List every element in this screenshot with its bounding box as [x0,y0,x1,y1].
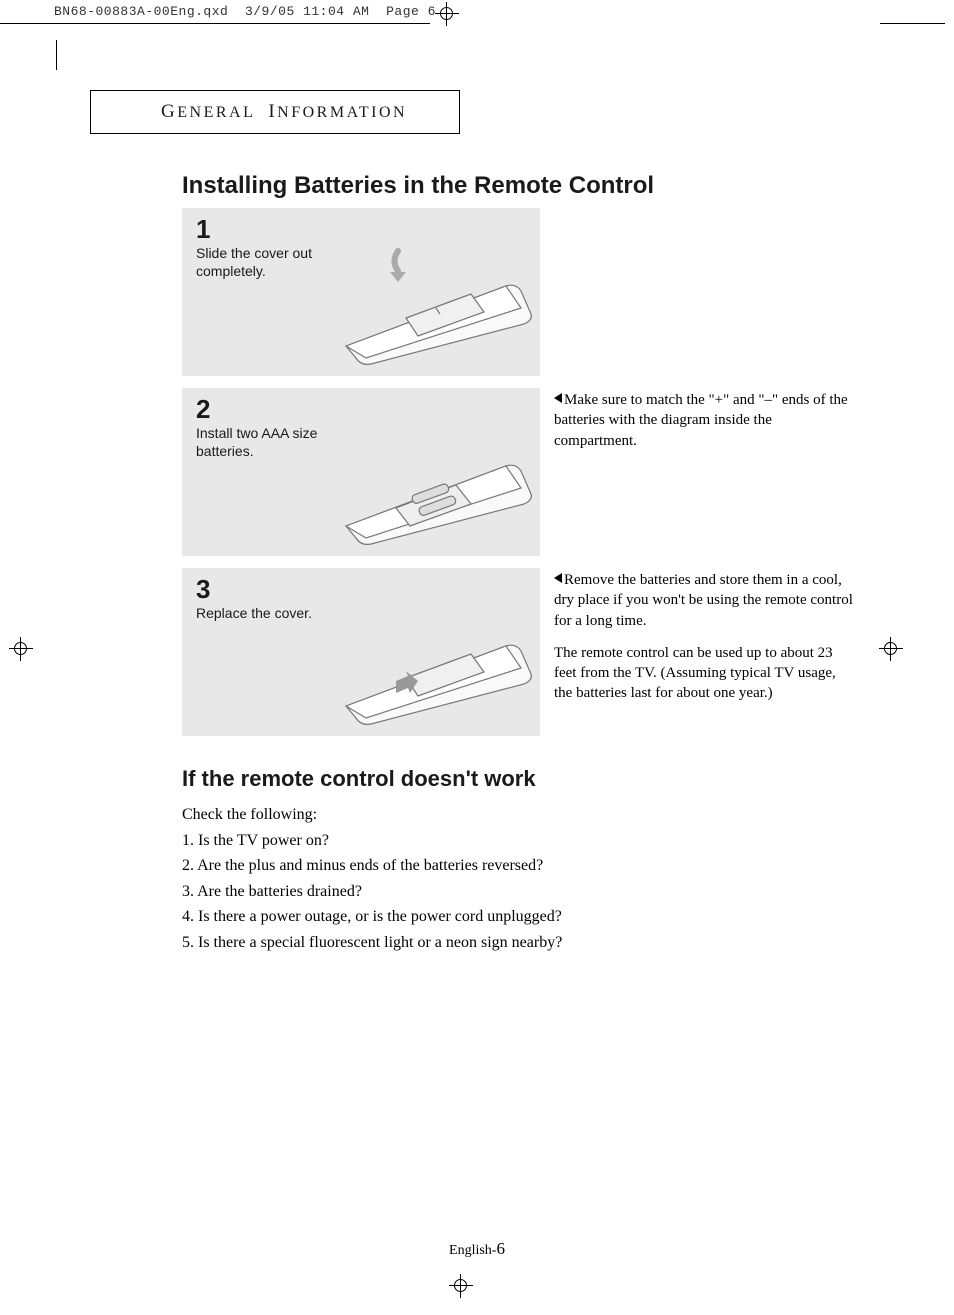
step-description: Slide the cover out completely. [196,244,346,280]
hint-text: The remote control can be used up to abo… [554,643,854,704]
registration-mark-icon [435,2,459,26]
step-row: 2 Install two AAA size batteries. Make s… [182,388,872,556]
troubleshoot-item: 4. Is there a power outage, or is the po… [182,904,872,930]
step-hint: Make sure to match the "+" and "–" ends … [554,388,854,463]
step-hint: Remove the batteries and store them in a… [554,568,854,716]
troubleshoot-heading: If the remote control doesn't work [182,766,872,792]
crop-line [880,23,945,24]
step-number: 2 [196,396,346,422]
step-description: Replace the cover. [196,604,346,622]
file-date: 3/9/05 [245,4,295,19]
step-description: Install two AAA size batteries. [196,424,346,460]
remote-illustration-icon [346,216,526,366]
step-card-3: 3 Replace the cover. [182,568,540,736]
step-card-1: 1 Slide the cover out completely. [182,208,540,376]
crop-line [0,23,430,24]
step-number: 3 [196,576,346,602]
hint-text: Make sure to match the "+" and "–" ends … [554,392,848,449]
troubleshoot-item: 3. Are the batteries drained? [182,879,872,905]
hint-text: Remove the batteries and store them in a… [554,572,853,629]
chapter-label-box: GENERAL INFORMATION [90,90,460,134]
registration-mark-icon [449,1274,473,1298]
remote-illustration-icon [346,396,526,546]
step-card-2: 2 Install two AAA size batteries. [182,388,540,556]
step-row: 1 Slide the cover out completely. [182,208,872,376]
troubleshoot-item: 1. Is the TV power on? [182,828,872,854]
bullet-triangle-icon [554,393,562,403]
troubleshoot-item: 2. Are the plus and minus ends of the ba… [182,853,872,879]
file-time: 11:04 AM [303,4,369,19]
filename: BN68-00883A-00Eng.qxd [54,4,228,19]
qxd-header: BN68-00883A-00Eng.qxd 3/9/05 11:04 AM Pa… [54,4,436,19]
crop-corner-icon [11,20,61,70]
remote-illustration-icon [346,576,526,726]
footer-lang: English- [449,1243,496,1258]
step-number: 1 [196,216,346,242]
troubleshoot-intro: Check the following: [182,802,872,828]
page-footer: English-6 [0,1239,954,1259]
file-page: Page 6 [386,4,436,19]
section-title: Installing Batteries in the Remote Contr… [182,172,872,200]
step-row: 3 Replace the cover. Remove the batterie… [182,568,872,736]
bullet-triangle-icon [554,573,562,583]
troubleshoot-item: 5. Is there a special fluorescent light … [182,930,872,956]
footer-page-number: 6 [496,1239,505,1258]
chapter-label: GENERAL INFORMATION [161,101,407,123]
troubleshoot-body: Check the following: 1. Is the TV power … [182,802,872,956]
registration-mark-icon [879,637,903,661]
registration-mark-icon [9,637,33,661]
